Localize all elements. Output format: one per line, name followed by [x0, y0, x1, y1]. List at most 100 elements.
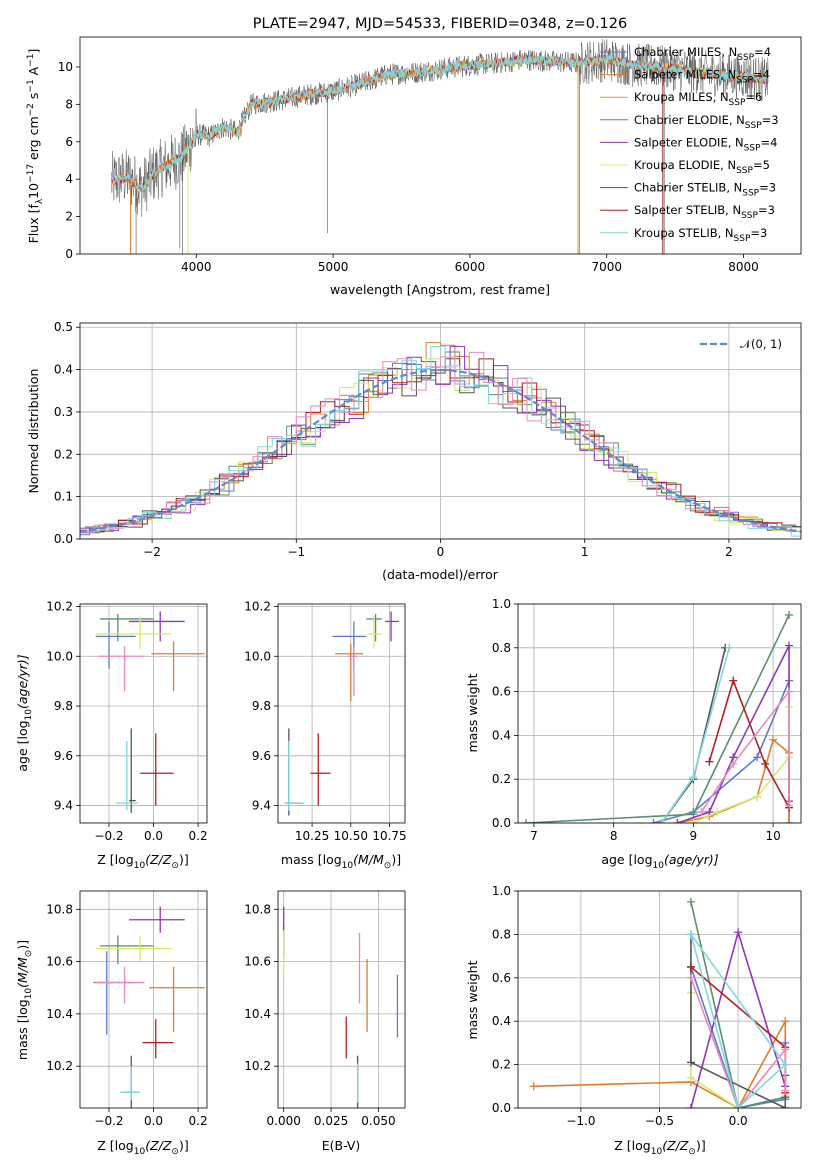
axes-mass-vs-ebv: 0.000 0.025 0.050 10.2 10.4 10.6 10.8 — [244, 890, 406, 1128]
legend-label-part: Kroupa STELIB, N — [634, 226, 734, 240]
legend-label-part: =3 — [750, 226, 767, 240]
legend-label-part: SSP — [741, 211, 758, 221]
legend-label-part: =3 — [762, 113, 779, 127]
x-tick-label: 4000 — [181, 260, 212, 274]
plot-area — [111, 38, 769, 254]
x-axis-label: age [log10(age/yr)] — [601, 852, 718, 871]
x-axis-label-part: )] — [391, 852, 401, 867]
x-axis-label: wavelength [Angstrom, rest frame] — [330, 282, 550, 297]
weight-marker — [785, 641, 794, 650]
y-tick-label: 10.6 — [244, 955, 271, 969]
y-axis-label-part: λ — [35, 198, 45, 204]
legend-label-part: Salpeter MILES, N — [634, 68, 736, 82]
x-axis-label-part: 10 — [653, 861, 665, 871]
legend-label-part: Salpeter ELODIE, N — [634, 135, 744, 149]
x-tick-label: −1.0 — [566, 1114, 595, 1128]
x-tick-label: 0 — [437, 545, 445, 559]
y-axis-label-part: A — [26, 66, 41, 79]
weight-marker — [713, 808, 722, 817]
plot-area — [93, 906, 205, 1108]
legend-label-part: =4 — [753, 68, 770, 82]
legend-label-part: SSP — [729, 98, 746, 108]
y-axis-label-part: mass [log — [15, 999, 30, 1060]
x-axis-label: Z [log10(Z/Z⊙)] — [97, 852, 188, 871]
y-axis-label-part: Flux [f — [26, 204, 41, 244]
legend-label: Chabrier STELIB, NSSP=3 — [634, 181, 776, 199]
x-axis-label-part: (Z/Z — [145, 852, 172, 867]
axes-frame — [79, 890, 208, 1109]
y-tick-label: 0.2 — [492, 1058, 511, 1072]
x-tick-label: 5000 — [318, 260, 349, 274]
plot-area — [284, 611, 399, 816]
weight-marker — [785, 687, 794, 696]
y-tick-label: 0.6 — [492, 971, 511, 985]
legend-label-part: Salpeter STELIB, N — [634, 203, 741, 217]
y-axis-label-part: age [log — [15, 720, 30, 771]
x-axis-label-part: )] — [696, 1138, 706, 1153]
y-axis-label-part: −2 — [26, 103, 36, 116]
axes-age-vs-Z: −0.2 0.0 0.2 9.4 9.6 9.8 10.0 10.2 — [46, 599, 207, 843]
axes-frame — [79, 36, 802, 255]
y-tick-label: 9.8 — [54, 699, 73, 713]
legend-label-part: Kroupa MILES, N — [634, 90, 729, 104]
weight-marker — [657, 819, 666, 823]
y-tick-label: 10.0 — [46, 649, 73, 663]
y-axis-label: mass [log10(M/M⊙)] — [15, 940, 34, 1060]
weight-marker — [686, 962, 695, 971]
weight-marker — [673, 819, 682, 823]
legend-label-part: Chabrier MILES, N — [634, 45, 737, 59]
legend-label-part: =5 — [753, 158, 770, 172]
legend-label-part: SSP — [736, 76, 753, 86]
x-axis-label-part: Z [log — [97, 852, 133, 867]
x-tick-label: 0.0 — [729, 1114, 748, 1128]
x-axis-label-part: (age/yr)] — [664, 852, 719, 867]
x-axis-label: mass [log10(M/M⊙)] — [281, 852, 401, 871]
x-tick-label: 7000 — [591, 260, 622, 274]
x-tick-label: 8000 — [728, 260, 759, 274]
plot-area — [521, 610, 794, 823]
axes-frame — [517, 603, 802, 824]
histogram-series — [84, 346, 801, 537]
plot-area — [283, 906, 399, 1108]
y-tick-label: 0.3 — [54, 405, 73, 419]
x-tick-label: 10.25 — [295, 829, 329, 843]
x-axis-label-part: (M/M — [353, 852, 384, 867]
weight-marker — [769, 735, 778, 744]
x-tick-label: 1 — [581, 545, 589, 559]
y-tick-label: 0.5 — [54, 320, 73, 334]
weight-marker — [785, 610, 794, 619]
y-axis-label-part: −1 — [26, 54, 36, 67]
legend-label-part: SSP — [742, 189, 759, 199]
axes-frame — [79, 322, 802, 540]
x-tick-label: 8 — [610, 829, 618, 843]
weight-marker — [697, 808, 706, 817]
legend-label-part: Kroupa ELODIE, N — [634, 158, 736, 172]
y-tick-label: 9.4 — [252, 799, 271, 813]
x-axis-label-part: )] — [179, 1138, 189, 1153]
axes-residuals: −2 −1 0 1 2 0.0 0.1 0.2 0.3 0.4 0.5 𝒩(0, 1) — [54, 320, 802, 559]
weight-marker — [686, 1104, 695, 1108]
grid-lines — [80, 891, 207, 1108]
x-tick-label: −1 — [287, 545, 305, 559]
x-tick-label: 0.025 — [314, 1114, 348, 1128]
y-tick-label: 10.8 — [46, 902, 73, 916]
y-tick-label: 9.4 — [54, 799, 73, 813]
x-tick-label: −0.2 — [94, 829, 123, 843]
x-axis-label: Z [log10(Z/Z⊙)] — [97, 1138, 188, 1157]
weight-marker — [686, 1073, 695, 1082]
legend: 𝒩(0, 1) — [700, 337, 782, 351]
y-tick-label: 0.8 — [492, 641, 511, 655]
weight-marker — [734, 1104, 743, 1108]
axes-frame — [277, 890, 406, 1109]
grid-lines — [80, 323, 801, 540]
x-tick-label: 0.0 — [144, 1114, 163, 1128]
plot-area — [80, 342, 801, 537]
legend-label-part: =4 — [754, 45, 771, 59]
model-spectrum — [111, 53, 769, 192]
y-axis-label-part: −17 — [26, 164, 36, 183]
y-tick-label: 10.0 — [244, 649, 271, 663]
weight-line — [690, 977, 787, 1108]
weight-marker — [734, 928, 743, 937]
